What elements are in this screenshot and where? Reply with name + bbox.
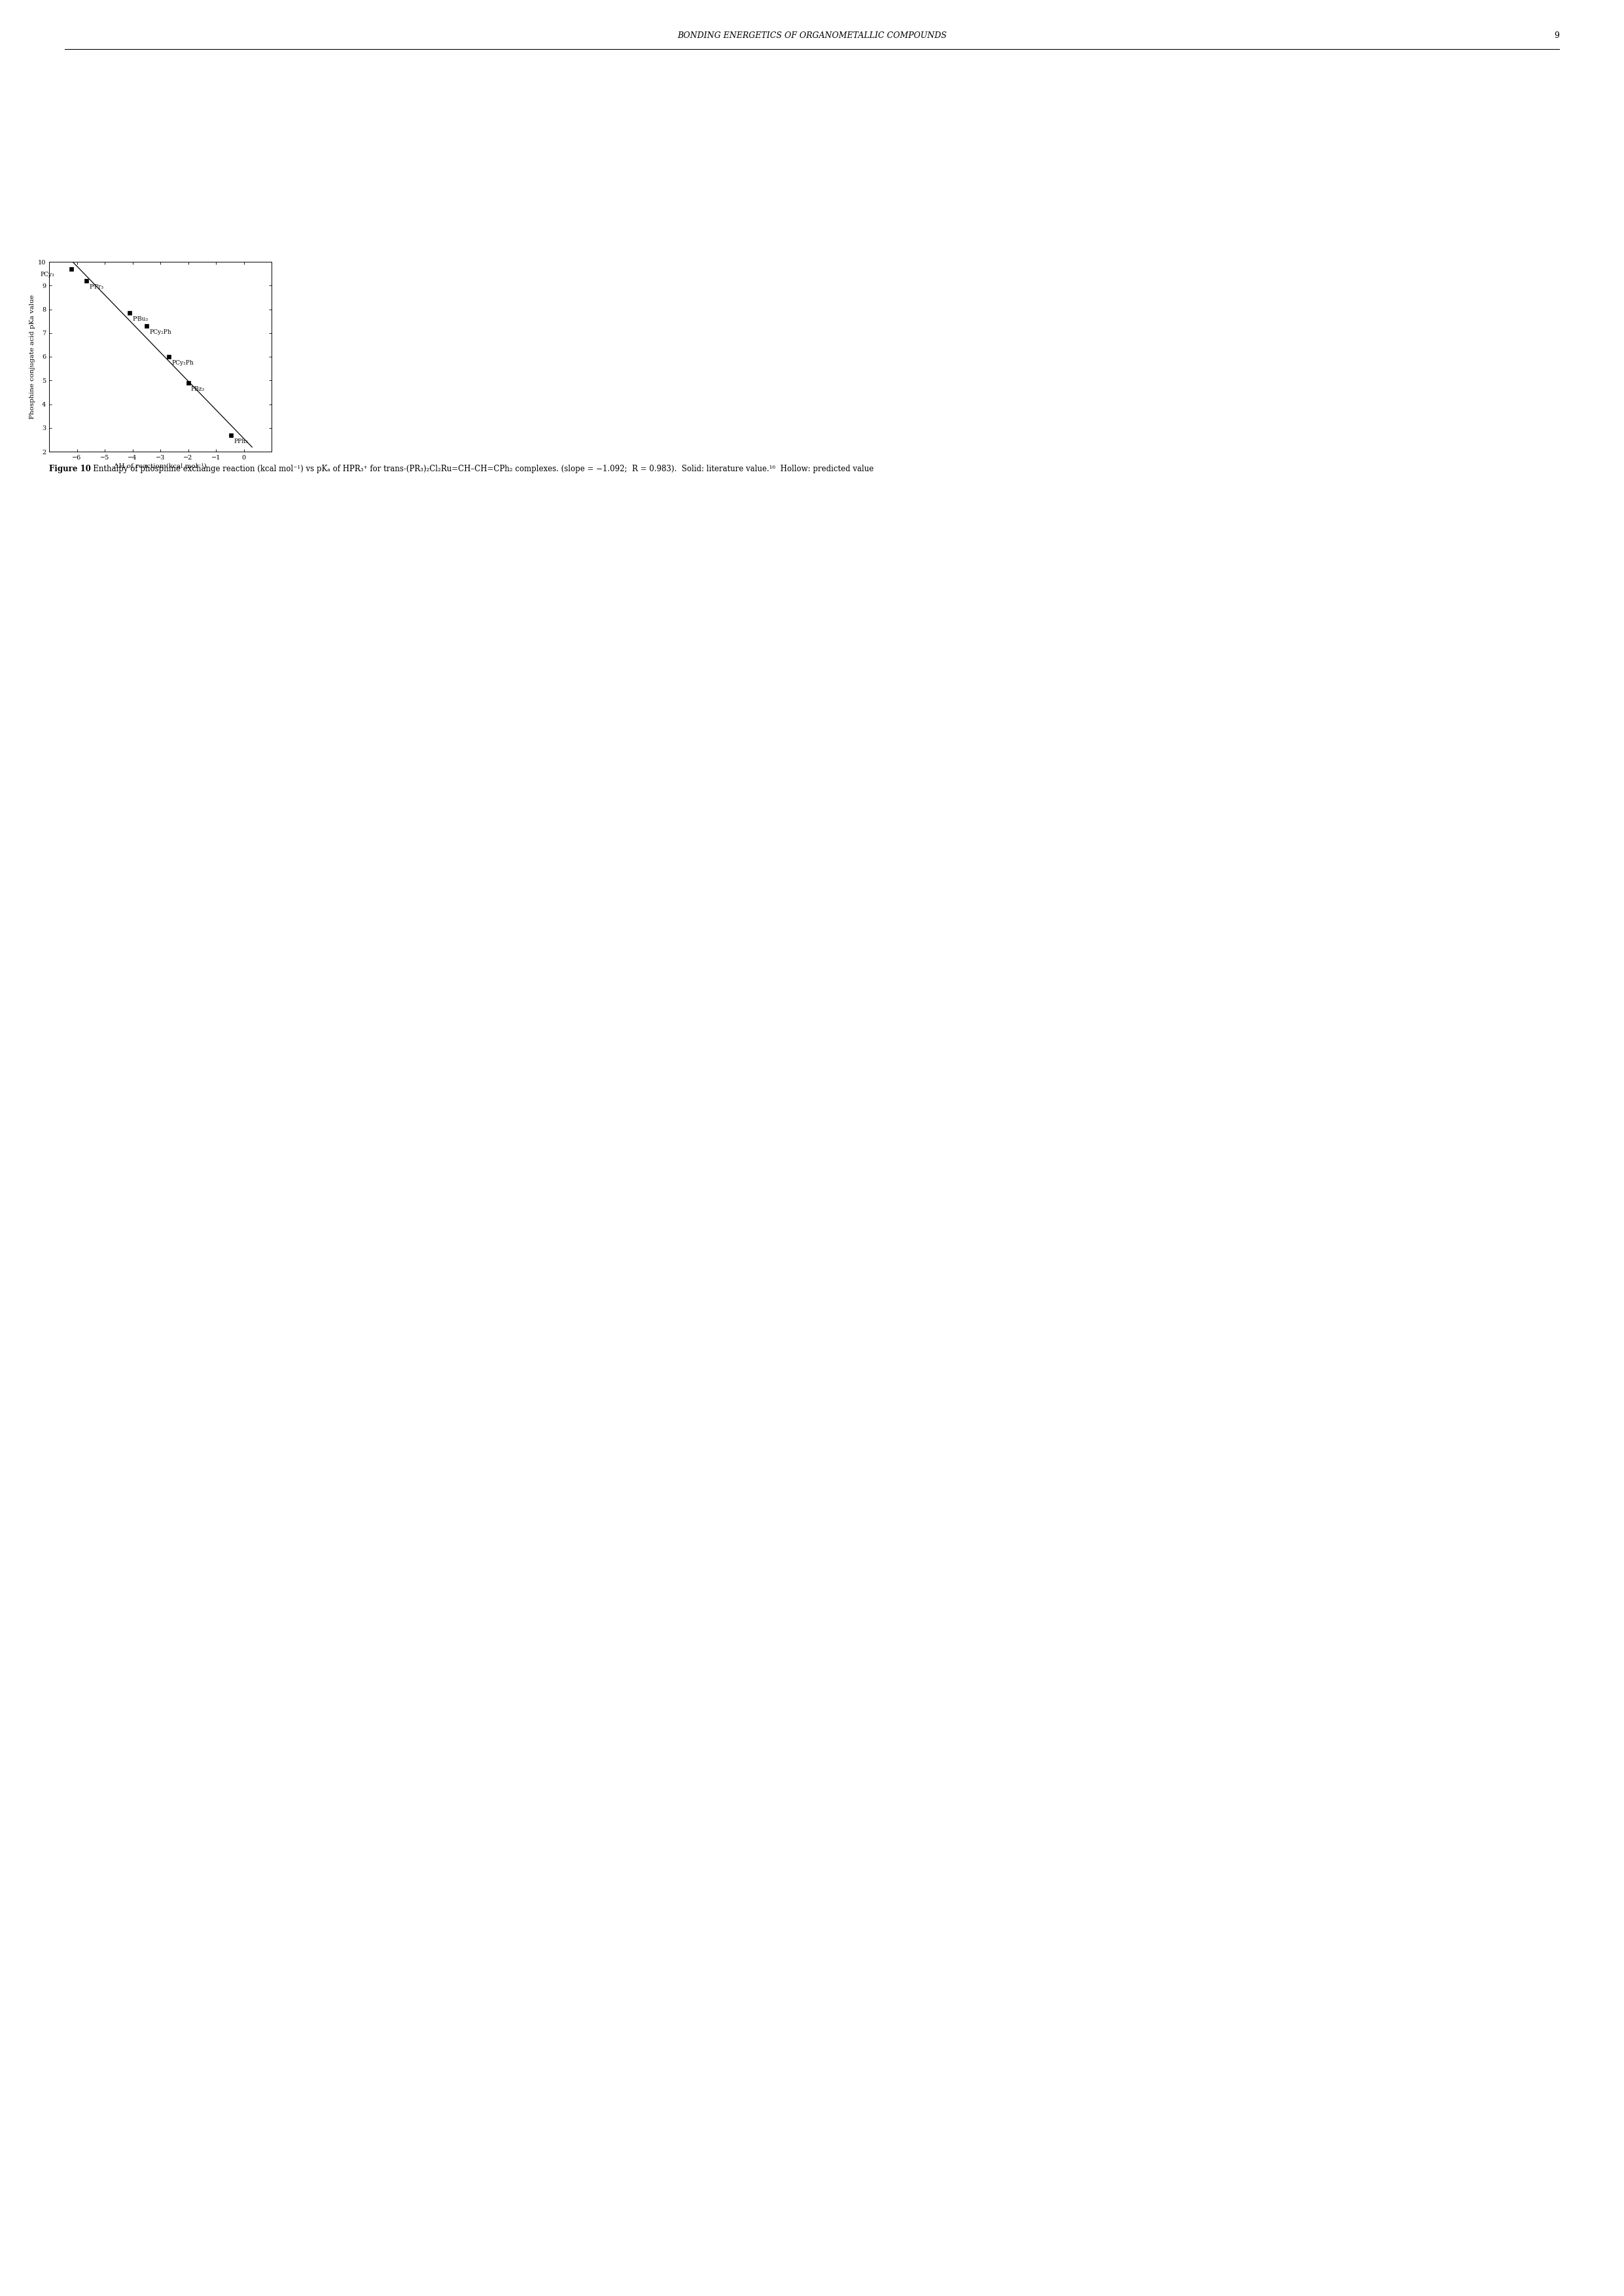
Y-axis label: Phosphine conjugate acid pKa value: Phosphine conjugate acid pKa value: [29, 294, 36, 418]
Text: PPh₃: PPh₃: [234, 439, 248, 445]
Text: BONDING ENERGETICS OF ORGANOMETALLIC COMPOUNDS: BONDING ENERGETICS OF ORGANOMETALLIC COM…: [677, 32, 947, 41]
Text: PCy₂Ph: PCy₂Ph: [172, 360, 193, 365]
Text: PⁱPr₃: PⁱPr₃: [89, 285, 104, 289]
Text: PBz₃: PBz₃: [192, 386, 205, 393]
Text: Figure 10: Figure 10: [49, 464, 91, 473]
Text: PCy₂Ph: PCy₂Ph: [149, 328, 171, 335]
Text: PⁱBu₃: PⁱBu₃: [133, 317, 148, 321]
Text: 9: 9: [1554, 32, 1559, 41]
X-axis label: ΔH of reaction (kcal mol⁻¹): ΔH of reaction (kcal mol⁻¹): [114, 464, 206, 468]
Text: PCy₃: PCy₃: [41, 271, 55, 278]
Text: Enthalpy of phosphine exchange reaction (kcal mol⁻¹) vs pKₐ of HPR₃⁺ for ⁠⁠trans: Enthalpy of phosphine exchange reaction …: [86, 464, 874, 473]
